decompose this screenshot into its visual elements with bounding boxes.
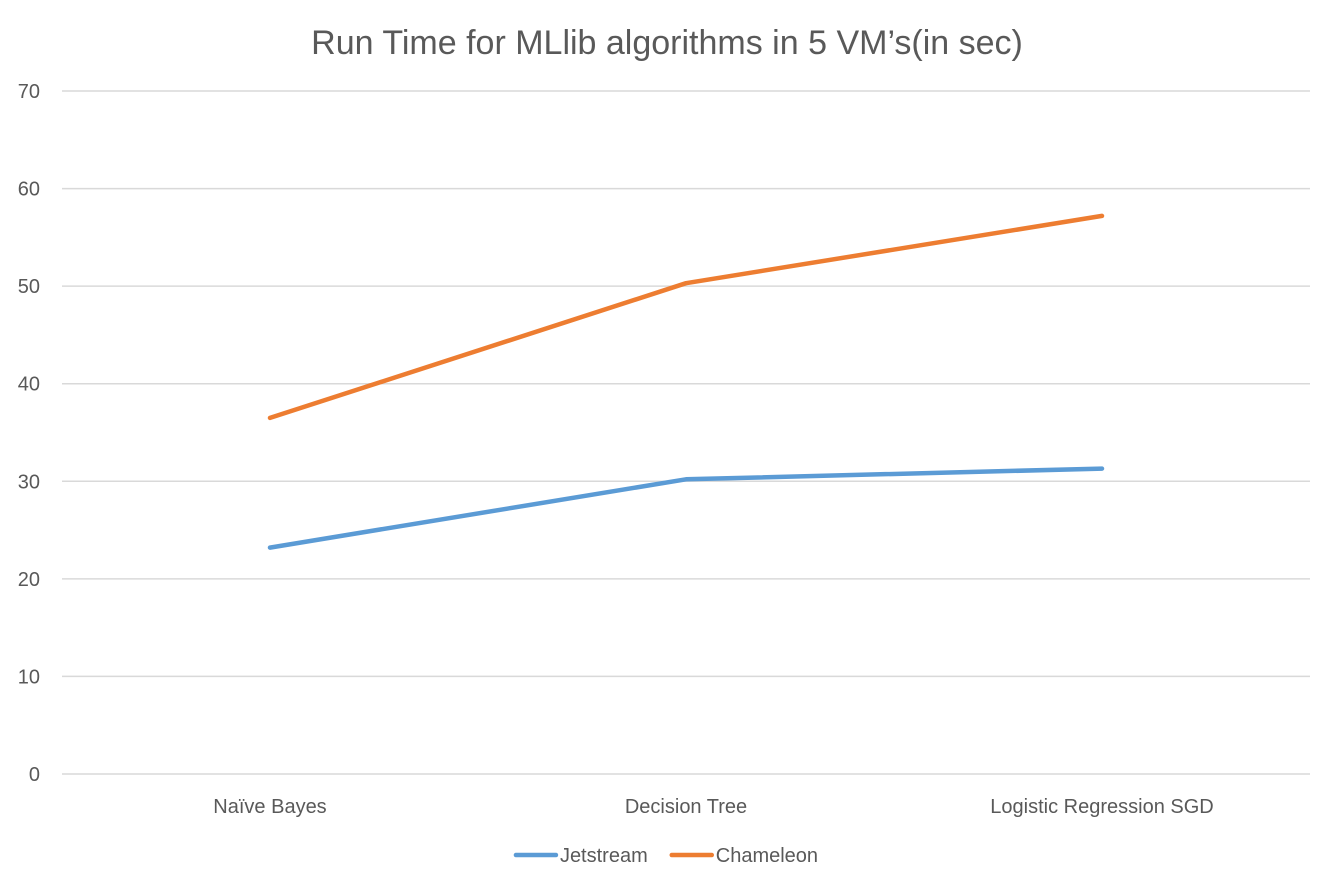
y-tick-label: 30	[18, 471, 40, 493]
y-tick-label: 20	[18, 569, 40, 591]
y-tick-label: 0	[29, 764, 40, 786]
y-axis-tick-labels: 0 10 20 30 40 50 60 70	[18, 81, 40, 786]
y-tick-label: 60	[18, 179, 40, 201]
x-tick-label: Decision Tree	[625, 796, 747, 818]
x-tick-label: Naïve Bayes	[213, 796, 326, 818]
x-tick-label: Logistic Regression SGD	[990, 796, 1213, 818]
y-tick-label: 40	[18, 374, 40, 396]
y-tick-label: 70	[18, 81, 40, 103]
legend-label-jetstream: Jetstream	[560, 845, 648, 867]
data-series	[267, 213, 1105, 550]
legend: Jetstream Chameleon	[513, 845, 818, 867]
x-axis-tick-labels: Naïve Bayes Decision Tree Logistic Regress…	[213, 796, 1213, 818]
y-tick-label: 50	[18, 276, 40, 298]
series-line-chameleon	[267, 213, 1105, 421]
y-tick-label: 10	[18, 666, 40, 688]
gridlines	[62, 90, 1310, 775]
legend-label-chameleon: Chameleon	[716, 845, 818, 867]
series-line-jetstream	[267, 466, 1105, 550]
chart-title: Run Time for MLlib algorithms in 5 VM’s(…	[311, 24, 1023, 62]
